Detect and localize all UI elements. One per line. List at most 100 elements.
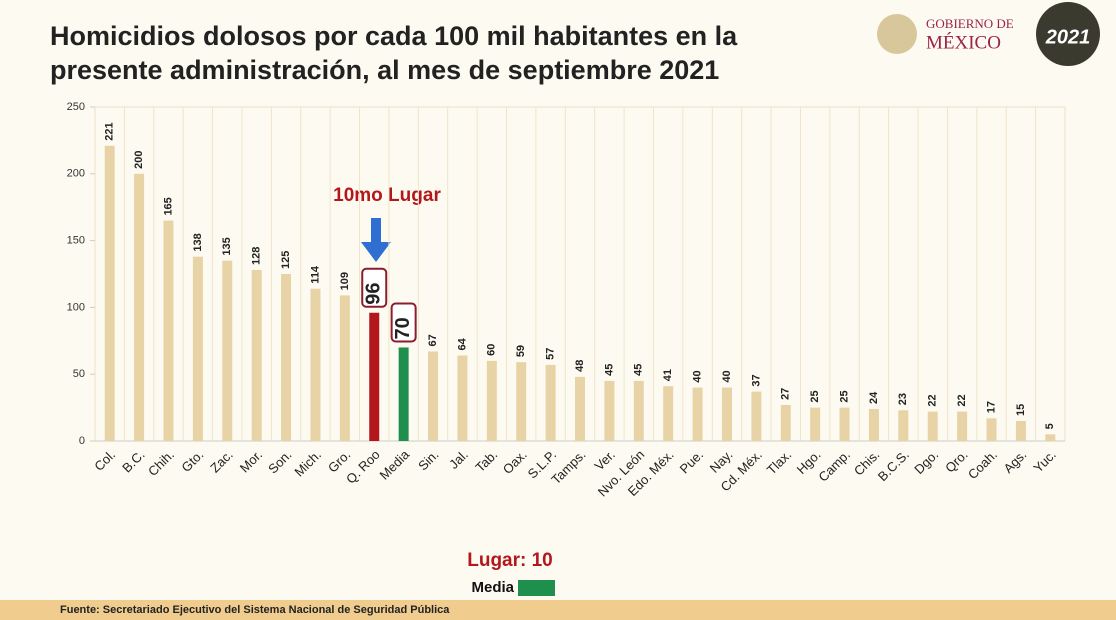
value-label: 5 <box>1044 423 1056 429</box>
x-tick-label: Q. Roo <box>343 447 383 487</box>
legend-swatch <box>518 580 555 596</box>
bar <box>134 173 145 442</box>
value-label: 60 <box>486 344 498 356</box>
logo-emblem <box>877 14 917 54</box>
bar <box>545 364 556 441</box>
logo-text: GOBIERNO DE <box>926 16 1014 31</box>
x-tick-label: B.C.S. <box>875 447 912 484</box>
bar <box>1045 434 1056 441</box>
y-tick-label: 200 <box>67 168 85 180</box>
title-line: presente administración, al mes de septi… <box>50 55 719 85</box>
value-box <box>390 302 417 343</box>
legend-title: Lugar: 10 <box>467 550 553 571</box>
value-label: 67 <box>427 334 439 346</box>
value-label: 17 <box>985 401 997 413</box>
bar <box>222 260 233 441</box>
bar <box>780 404 791 441</box>
bar <box>810 407 821 441</box>
x-tick-label: Media <box>377 446 413 482</box>
annotation: 10mo Lugar <box>333 185 441 206</box>
value-label: 138 <box>192 233 204 251</box>
x-tick-label: Dgo. <box>911 447 941 477</box>
value-label: 221 <box>104 122 116 140</box>
y-tick-label: 0 <box>79 435 85 447</box>
value-label: 165 <box>162 197 174 215</box>
value-label: 45 <box>633 364 645 376</box>
x-tick-label: Zac. <box>207 447 235 475</box>
logo-2021 <box>1036 2 1100 66</box>
bar <box>251 269 262 441</box>
y-tick-label: 150 <box>67 235 85 247</box>
bar <box>163 220 174 441</box>
bar <box>339 295 350 441</box>
bar <box>721 387 732 441</box>
bar <box>192 256 203 441</box>
legend-label: Media <box>471 579 514 596</box>
x-tick-label: Col. <box>91 447 118 474</box>
x-tick-label: Camp. <box>815 447 853 485</box>
bar <box>281 274 292 441</box>
x-tick-label: Pue. <box>677 447 707 477</box>
bar <box>927 411 938 441</box>
bar <box>751 391 762 441</box>
x-tick-label: Son. <box>265 447 295 477</box>
value-box <box>361 267 388 308</box>
x-tick-label: Chih. <box>145 447 177 479</box>
value-label: 22 <box>927 394 939 406</box>
value-label: 200 <box>133 150 145 168</box>
y-tick-label: 50 <box>73 368 85 380</box>
bar <box>486 360 497 441</box>
value-label: 22 <box>956 394 968 406</box>
bar <box>633 380 644 441</box>
bar <box>957 411 968 441</box>
x-tick-label: Tab. <box>472 447 500 475</box>
value-label: 96 <box>363 282 385 304</box>
x-tick-label: Ags. <box>1000 447 1029 476</box>
value-label: 114 <box>309 265 321 284</box>
footer-band <box>0 600 1116 620</box>
bar <box>516 362 527 441</box>
bar <box>898 410 909 441</box>
logo-year: 2021 <box>1045 26 1091 48</box>
value-label: 40 <box>691 370 703 382</box>
x-tick-label: Tlax. <box>764 447 795 478</box>
bar <box>604 380 615 441</box>
bar <box>663 386 674 441</box>
value-label: 64 <box>456 337 468 350</box>
value-label: 37 <box>750 374 762 386</box>
bar <box>868 408 879 441</box>
bar <box>457 355 468 441</box>
value-label: 48 <box>574 360 586 372</box>
value-label: 45 <box>603 364 615 376</box>
x-tick-label: B.C. <box>119 447 147 475</box>
value-label: 70 <box>392 317 414 339</box>
bar <box>575 376 585 441</box>
x-tick-label: Mich. <box>291 447 324 480</box>
bar <box>369 312 380 441</box>
bar <box>692 387 703 441</box>
value-label: 40 <box>721 370 733 382</box>
bar <box>104 145 115 441</box>
bar <box>398 347 409 441</box>
value-label: 125 <box>280 251 292 269</box>
x-tick-label: Sin. <box>415 447 441 473</box>
source: Fuente: Secretariado Ejecutivo del Siste… <box>60 604 450 616</box>
y-tick-label: 100 <box>67 301 85 313</box>
x-tick-label: Mor. <box>237 447 265 475</box>
value-label: 25 <box>838 390 850 402</box>
bar <box>310 288 321 441</box>
value-label: 128 <box>251 247 263 265</box>
value-label: 24 <box>868 391 880 404</box>
value-label: 23 <box>897 393 909 405</box>
title-line: Homicidios dolosos por cada 100 mil habi… <box>50 21 738 51</box>
arrow <box>361 218 391 262</box>
bar <box>1015 420 1026 441</box>
bar <box>428 351 439 441</box>
value-label: 135 <box>221 237 233 255</box>
x-tick-label: Jal. <box>446 447 471 472</box>
value-label: 41 <box>662 369 674 381</box>
x-tick-label: Coah. <box>965 447 1000 482</box>
bar <box>986 418 997 441</box>
y-tick-label: 250 <box>67 101 85 113</box>
